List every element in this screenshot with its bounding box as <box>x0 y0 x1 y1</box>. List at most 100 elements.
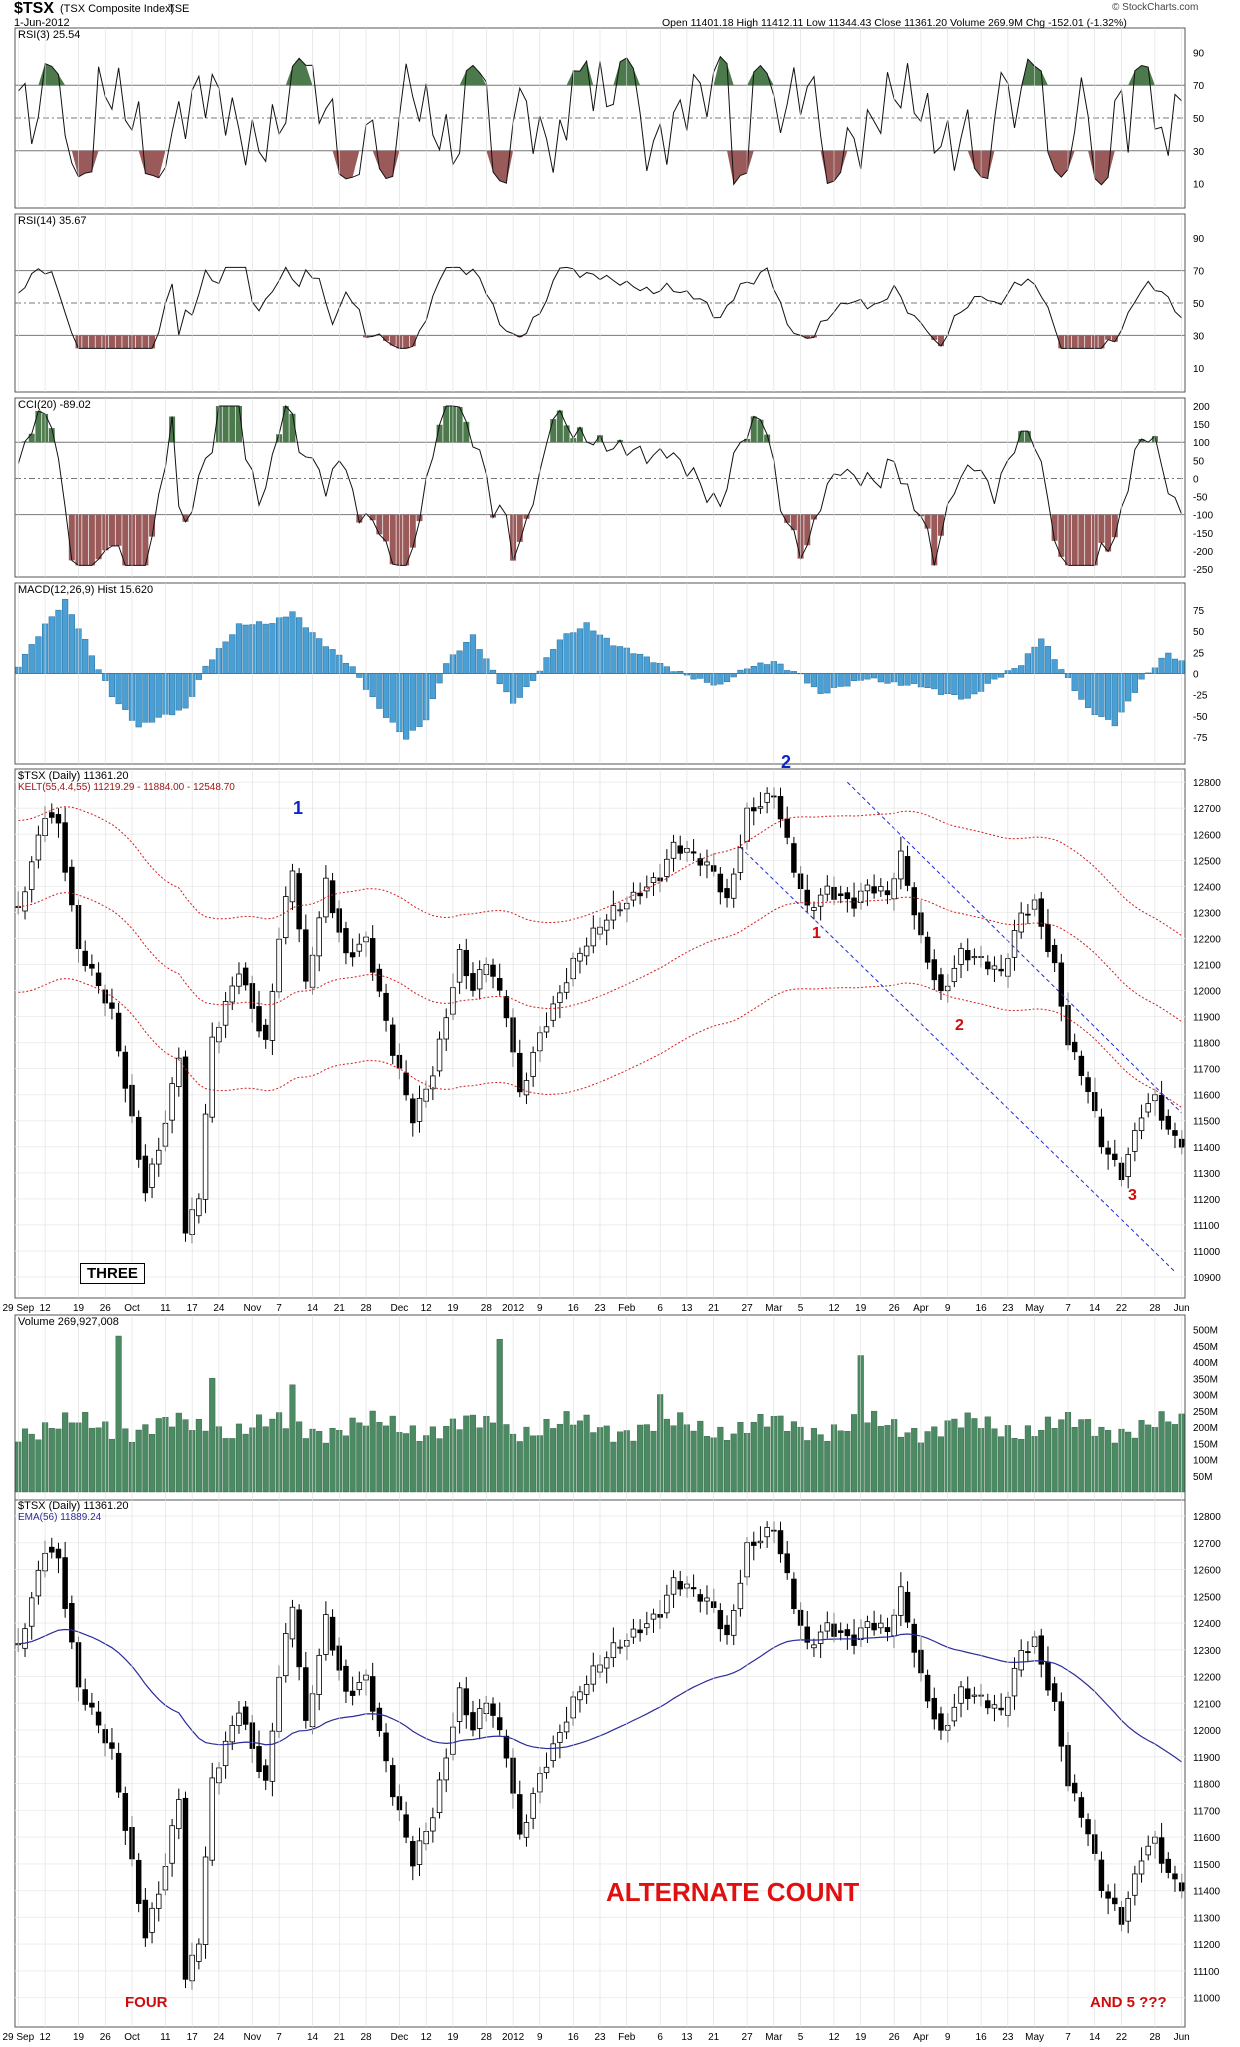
volume-bar <box>1111 1442 1118 1493</box>
price-bottom-candle <box>724 1624 730 1636</box>
price-bottom-candle <box>617 1646 623 1649</box>
x-tick-label-top: 14 <box>1089 1303 1101 1314</box>
price-top-tick: 11900 <box>1193 1013 1221 1024</box>
price-top-candle <box>884 890 891 896</box>
price-top-candle <box>610 905 617 921</box>
macd-hist-bar <box>409 673 416 731</box>
channel-upper-line <box>847 781 1183 1114</box>
x-tick-label-top: Apr <box>913 1303 929 1314</box>
rsi14-label: RSI(14) 35.67 <box>18 215 87 227</box>
macd-hist-bar <box>991 673 998 680</box>
macd-hist-bar <box>255 621 263 674</box>
volume-bar <box>543 1418 550 1493</box>
price-top-candle <box>1145 1103 1151 1113</box>
price-bottom-tick: 12500 <box>1193 1592 1221 1603</box>
x-tick-label-bottom: 9 <box>945 2032 951 2043</box>
price-bottom-tick: 11700 <box>1193 1806 1221 1817</box>
volume-bar <box>329 1427 336 1493</box>
and-5-label: AND 5 ??? <box>1090 1994 1167 2011</box>
price-bottom-candle <box>1112 1897 1118 1905</box>
volume-bar <box>851 1414 858 1493</box>
x-tick-label-top: Mar <box>765 1303 783 1314</box>
macd-hist-bar <box>403 673 410 740</box>
price-bottom-candle <box>28 1597 35 1627</box>
price-bottom-candle <box>670 1577 677 1595</box>
macd-hist-bar <box>503 673 510 693</box>
macd-hist-bar <box>316 638 323 674</box>
x-tick-label-bottom: 12 <box>421 2032 433 2043</box>
price-bottom-candle <box>182 1797 189 1980</box>
exchange: TSE <box>168 3 190 15</box>
volume-bar <box>376 1422 383 1493</box>
x-tick-label-bottom: Nov <box>243 2032 261 2043</box>
price-top-candle <box>530 1051 536 1077</box>
price-top-candle <box>1158 1094 1165 1121</box>
price-bottom-candle <box>904 1591 911 1623</box>
price-top-candle <box>898 850 904 880</box>
price-top-candle <box>82 950 88 966</box>
price-bottom-candle <box>262 1765 269 1781</box>
volume-bar <box>88 1427 95 1493</box>
x-tick-label-bottom: 21 <box>334 2032 346 2043</box>
x-tick-label-top: 12 <box>421 1303 433 1314</box>
macd-hist-bar <box>677 671 684 674</box>
volume-bar <box>617 1431 624 1493</box>
price-top-candle <box>1125 1154 1131 1177</box>
volume-tick: 450M <box>1193 1342 1218 1353</box>
volume-bar <box>1038 1429 1045 1493</box>
price-top-candle <box>28 861 35 890</box>
rsi3-tick: 90 <box>1193 48 1205 59</box>
price-top-candle <box>958 948 964 965</box>
cci-tick: -150 <box>1193 529 1213 540</box>
x-tick-label-top: 16 <box>568 1303 580 1314</box>
price-top-candle <box>557 992 563 1003</box>
volume-bar <box>971 1418 978 1493</box>
volume-bar <box>35 1439 42 1493</box>
volume-bar <box>82 1411 89 1493</box>
x-tick-label-bottom: 16 <box>568 2032 580 2043</box>
price-top-candle <box>1018 912 1024 933</box>
three-label: THREE <box>80 1263 145 1284</box>
macd-hist-bar <box>1138 673 1145 680</box>
price-top-candle <box>122 1051 129 1089</box>
price-bottom-candle <box>430 1817 436 1832</box>
x-tick-label-bottom: Mar <box>765 2032 783 2043</box>
price-bottom-candle <box>89 1702 95 1708</box>
price-bottom-candle <box>577 1691 583 1701</box>
price-top-candle <box>262 1024 269 1040</box>
price-bottom-candle <box>410 1841 416 1867</box>
x-tick-label-top: 12 <box>828 1303 840 1314</box>
price-bottom-candle <box>958 1686 964 1704</box>
price-bottom-tick: 11800 <box>1193 1780 1221 1791</box>
price-bottom-candle <box>269 1730 276 1782</box>
volume-bar <box>463 1415 470 1493</box>
x-tick-label-bottom: 6 <box>657 2032 663 2043</box>
price-bottom-tick: 11600 <box>1193 1833 1221 1844</box>
volume-tick: 350M <box>1193 1374 1218 1385</box>
macd-hist-bar <box>871 673 878 679</box>
price-bottom-candle <box>303 1667 309 1721</box>
price-bottom-candle <box>971 1694 978 1697</box>
price-top-candle <box>182 1056 189 1234</box>
price-top-candle <box>403 1072 409 1096</box>
x-tick-label-top: 5 <box>798 1303 804 1314</box>
macd-hist-bar <box>937 673 945 695</box>
volume-bar <box>115 1335 122 1493</box>
price-bottom-candle <box>62 1557 68 1609</box>
volume-bar <box>242 1433 249 1493</box>
volume-bar <box>202 1430 209 1493</box>
x-tick-label-top: Jun <box>1174 1303 1190 1314</box>
volume-bar <box>884 1425 891 1493</box>
price-bottom-candle <box>22 1628 28 1649</box>
macd-hist-bar <box>463 641 470 674</box>
volume-bar <box>429 1426 436 1493</box>
macd-hist-bar <box>543 657 550 674</box>
volume-bar <box>1071 1427 1078 1493</box>
macd-hist-bar <box>48 616 55 674</box>
price-bottom-candle <box>496 1717 503 1731</box>
price-top-candle <box>356 943 363 952</box>
macd-hist-bar <box>971 673 978 695</box>
macd-tick: -25 <box>1193 691 1208 702</box>
price-top-candle <box>757 806 764 809</box>
keltner-label: KELT(55,4.4,55) 11219.29 - 11884.00 - 12… <box>18 782 235 793</box>
